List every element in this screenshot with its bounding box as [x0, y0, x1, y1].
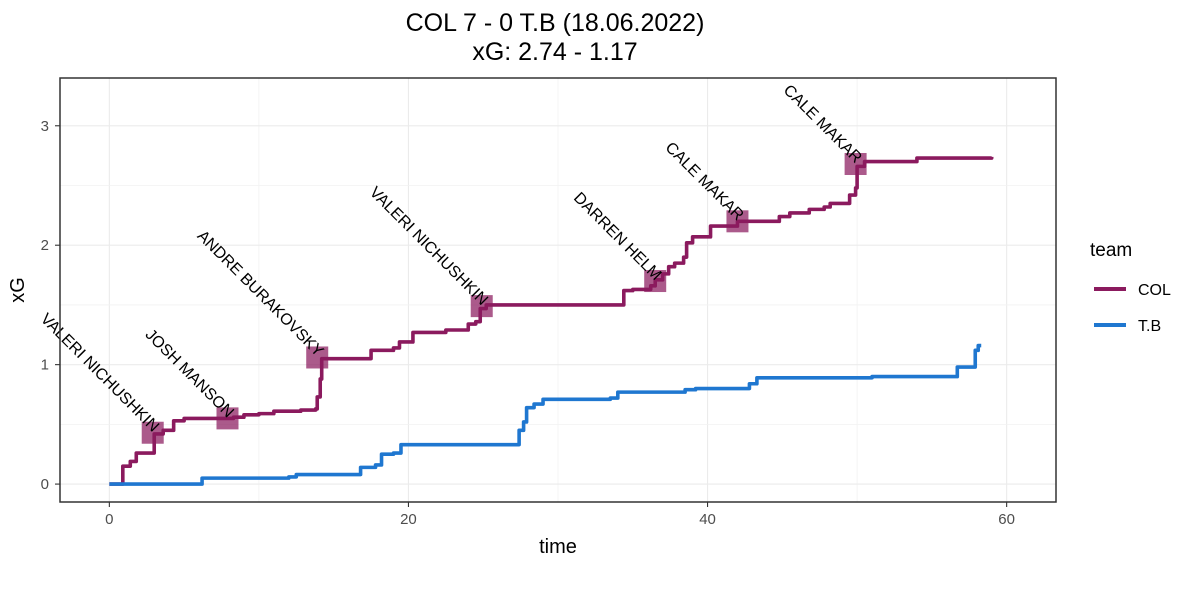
y-tick-label: 1: [41, 357, 49, 374]
goal-scorer-label: VALERI NICHUSHKIN: [37, 311, 162, 436]
y-axis-ticks: 0 1 2 3: [41, 118, 60, 493]
x-axis-ticks: 0 20 40 60: [105, 502, 1015, 528]
goal-marker: [844, 152, 867, 175]
panel-border: [59, 77, 1057, 503]
legend-title: team: [1090, 240, 1132, 261]
series-lines: [109, 156, 994, 486]
goal-marker: [141, 421, 164, 444]
legend-label-tb: T.B: [1138, 318, 1161, 335]
goal-marker: [726, 210, 749, 233]
goal-scorer-label: DARREN HELM: [570, 189, 664, 283]
goal-scorer-label: CALE MAKAR: [780, 82, 865, 167]
chart-title: COL 7 - 0 T.B (18.06.2022): [406, 9, 705, 37]
x-axis-label: time: [539, 536, 577, 558]
chart-subtitle: xG: 2.74 - 1.17: [472, 38, 637, 66]
series-line-tb: [109, 343, 982, 486]
goal-marker: [306, 346, 329, 369]
goal-marker: [470, 295, 493, 318]
goal-marker: [216, 407, 239, 430]
y-tick-label: 2: [41, 237, 49, 254]
legend-label-col: COL: [1138, 282, 1171, 299]
series-line-col: [109, 156, 994, 486]
goal-scorer-label: JOSH MANSON: [142, 326, 237, 421]
x-tick-label: 60: [998, 511, 1015, 528]
goal-scorer-label: CALE MAKAR: [662, 139, 747, 224]
goal-scorer-label: ANDRE BURAKOVSKY: [194, 228, 327, 361]
x-tick-label: 40: [699, 511, 716, 528]
y-tick-label: 3: [41, 118, 49, 135]
grid: [60, 78, 1056, 502]
legend: team COL T.B: [1090, 240, 1171, 335]
goal-marker: [644, 270, 667, 293]
goal-scorer-label: VALERI NICHUSHKIN: [366, 184, 491, 309]
x-tick-label: 20: [400, 511, 417, 528]
x-tick-label: 0: [105, 511, 113, 528]
y-axis-label: xG: [7, 277, 29, 303]
y-tick-label: 0: [41, 476, 49, 493]
